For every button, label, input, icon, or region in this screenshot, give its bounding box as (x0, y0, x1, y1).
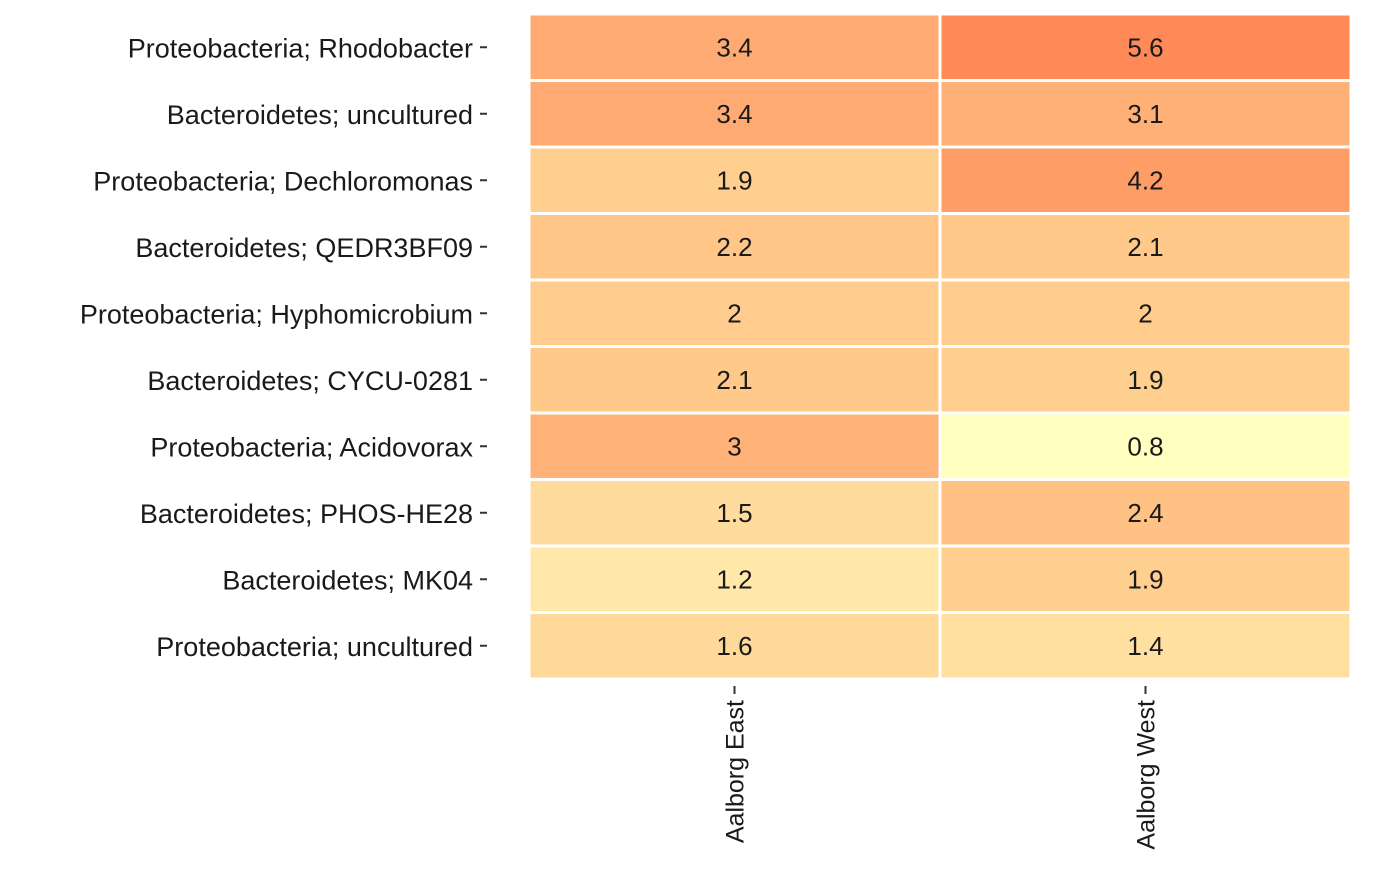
heatmap-cell (938, 212, 1353, 282)
x-tick-label: Aalborg East (722, 700, 750, 843)
heatmap-cell (938, 278, 1353, 348)
cell-value-label: 1.6 (716, 631, 752, 661)
heatmap-cell (938, 79, 1353, 149)
cell-value-label: 3 (727, 431, 741, 461)
y-tick-label: Proteobacteria; Acidovorax (150, 432, 473, 462)
heatmap-cell (938, 544, 1353, 614)
cell-value-label: 1.2 (716, 564, 752, 594)
heatmap-cell (527, 611, 942, 681)
y-tick-label: Bacteroidetes; PHOS-HE28 (140, 499, 473, 529)
cell-value-label: 5.6 (1127, 32, 1163, 62)
y-tick-label: Bacteroidetes; MK04 (222, 565, 473, 595)
y-tick-label: Proteobacteria; Rhodobacter (128, 33, 473, 63)
x-axis: Aalborg East Aalborg West (722, 686, 1161, 850)
y-axis: Proteobacteria; Rhodobacter Bacteroidetes… (80, 33, 487, 662)
cell-value-label: 1.9 (1127, 564, 1163, 594)
cell-value-label: 1.4 (1127, 631, 1163, 661)
cell-value-label: 4.2 (1127, 165, 1163, 195)
cell-value-label: 1.5 (716, 498, 752, 528)
cell-value-label: 3.1 (1127, 99, 1163, 129)
heatmap-cell (938, 478, 1353, 548)
cell-value-label: 2 (727, 298, 741, 328)
cell-value-label: 2.4 (1127, 498, 1163, 528)
cell-value-label: 0.8 (1127, 431, 1163, 461)
y-tick-label: Bacteroidetes; uncultured (167, 100, 473, 130)
heatmap-value-labels: 3.4 5.6 3.4 3.1 1.9 4.2 2.2 2.1 2 2 2.1 1.9 3 0.8 1.5 2… (716, 32, 1163, 661)
cell-value-label: 1.9 (716, 165, 752, 195)
heatmap-cell (527, 12, 942, 82)
heatmap-cell (938, 12, 1353, 82)
heatmap-cell (938, 145, 1353, 215)
heatmap-cell (938, 345, 1353, 415)
cell-value-label: 3.4 (716, 32, 752, 62)
cell-value-label: 3.4 (716, 99, 752, 129)
y-tick-label: Proteobacteria; Hyphomicrobium (80, 299, 473, 329)
y-tick-label: Bacteroidetes; CYCU-0281 (147, 366, 473, 396)
heatmap-cell (527, 544, 942, 614)
x-tick-label: Aalborg West (1133, 700, 1161, 850)
heatmap-cell (938, 411, 1353, 481)
cell-value-label: 2.1 (716, 365, 752, 395)
heatmap-cell (938, 611, 1353, 681)
cell-value-label: 1.9 (1127, 365, 1163, 395)
y-tick-label: Proteobacteria; Dechloromonas (93, 166, 473, 196)
heatmap-cells (527, 12, 1353, 681)
cell-value-label: 2 (1138, 298, 1152, 328)
y-tick-label: Proteobacteria; uncultured (156, 632, 473, 662)
cell-value-label: 2.2 (716, 232, 752, 262)
y-tick-label: Bacteroidetes; QEDR3BF09 (135, 233, 473, 263)
cell-value-label: 2.1 (1127, 232, 1163, 262)
